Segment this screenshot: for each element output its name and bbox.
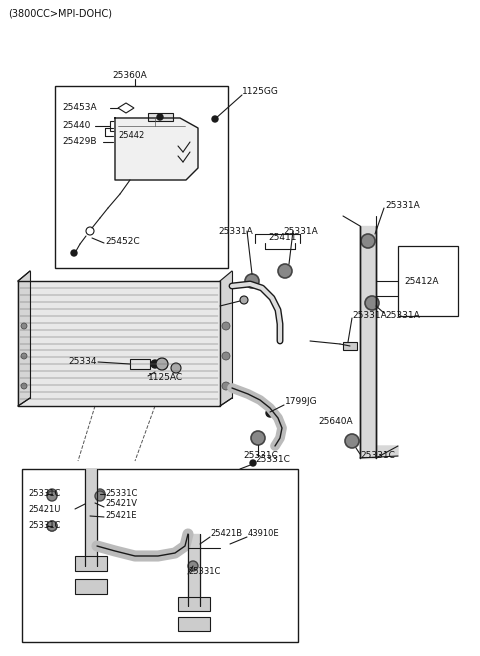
Text: 25331C: 25331C: [188, 567, 220, 575]
Circle shape: [222, 352, 230, 360]
Circle shape: [212, 116, 218, 122]
Circle shape: [250, 460, 256, 466]
Polygon shape: [115, 118, 198, 180]
Text: 25421B: 25421B: [210, 529, 242, 539]
Polygon shape: [188, 534, 200, 606]
Circle shape: [21, 353, 27, 359]
Circle shape: [251, 431, 265, 445]
Circle shape: [188, 561, 198, 571]
Bar: [130, 359, 150, 369]
Circle shape: [47, 491, 57, 501]
Text: 25442: 25442: [118, 131, 144, 140]
Circle shape: [365, 296, 379, 310]
Circle shape: [151, 360, 159, 368]
Bar: [75, 556, 107, 571]
Text: 25421E: 25421E: [105, 512, 136, 520]
Circle shape: [21, 383, 27, 389]
Circle shape: [222, 382, 230, 390]
Text: 1125AC: 1125AC: [148, 373, 183, 382]
Text: 1125GG: 1125GG: [242, 87, 279, 96]
Text: 1799JG: 1799JG: [285, 398, 318, 407]
Text: 25331A: 25331A: [218, 226, 253, 236]
Text: 43910E: 43910E: [248, 529, 280, 539]
Bar: [22, 469, 298, 642]
Polygon shape: [360, 446, 398, 458]
Text: 25440: 25440: [62, 121, 90, 131]
Text: 25331A: 25331A: [352, 312, 387, 321]
Circle shape: [278, 264, 292, 278]
Circle shape: [345, 434, 359, 448]
Bar: [110, 121, 132, 131]
Text: 25331C: 25331C: [28, 522, 60, 531]
Text: 25412A: 25412A: [404, 276, 439, 285]
Bar: [398, 246, 458, 316]
Polygon shape: [85, 469, 97, 566]
Text: 25360A: 25360A: [112, 72, 147, 81]
Polygon shape: [360, 226, 376, 458]
Polygon shape: [220, 271, 232, 406]
Text: 25331A: 25331A: [385, 312, 420, 321]
Text: 25331C: 25331C: [28, 489, 60, 499]
Text: 25429B: 25429B: [62, 138, 96, 146]
Circle shape: [240, 296, 248, 304]
Text: 25640A: 25640A: [318, 417, 353, 426]
Circle shape: [171, 363, 181, 373]
Polygon shape: [18, 271, 30, 406]
Text: 25421V: 25421V: [105, 499, 137, 508]
Polygon shape: [18, 281, 220, 406]
Circle shape: [47, 521, 57, 531]
Text: 25331A: 25331A: [283, 226, 318, 236]
Circle shape: [266, 409, 274, 417]
Circle shape: [47, 521, 57, 531]
Text: 25334: 25334: [68, 358, 96, 367]
Circle shape: [157, 114, 163, 120]
Bar: [55, 86, 228, 268]
Circle shape: [47, 489, 57, 499]
Text: 25331C: 25331C: [105, 489, 137, 499]
Circle shape: [71, 250, 77, 256]
Text: 25411: 25411: [268, 234, 297, 243]
Circle shape: [21, 323, 27, 329]
Circle shape: [156, 358, 168, 370]
Text: 25331C: 25331C: [255, 455, 290, 464]
Circle shape: [95, 491, 105, 501]
Text: (3800CC>MPI-DOHC): (3800CC>MPI-DOHC): [8, 9, 112, 19]
Circle shape: [361, 234, 375, 248]
Text: 25331C: 25331C: [243, 451, 278, 461]
Bar: [178, 617, 210, 631]
Text: 25421U: 25421U: [28, 504, 60, 514]
Circle shape: [245, 274, 259, 288]
Circle shape: [141, 126, 149, 134]
Text: 25453A: 25453A: [62, 104, 96, 112]
Text: 25452C: 25452C: [105, 237, 140, 245]
Bar: [343, 342, 357, 350]
Bar: [148, 113, 173, 121]
Bar: [75, 579, 107, 594]
Circle shape: [222, 322, 230, 330]
Circle shape: [95, 489, 105, 499]
Text: 25331A: 25331A: [385, 201, 420, 211]
Text: 25331C: 25331C: [360, 451, 395, 461]
Bar: [178, 597, 210, 611]
